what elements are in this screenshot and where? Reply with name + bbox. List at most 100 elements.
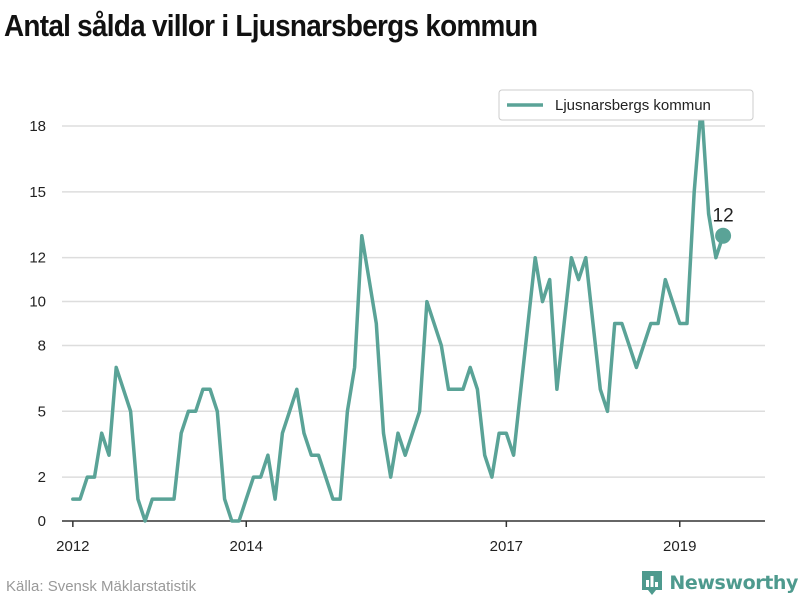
data-point — [476, 388, 479, 391]
data-point — [78, 497, 81, 500]
y-tick-label: 15 — [29, 184, 46, 201]
y-tick-label: 8 — [38, 337, 46, 354]
data-point — [367, 278, 370, 281]
data-point — [635, 366, 638, 369]
data-point — [714, 256, 717, 259]
source-note: Källa: Svensk Mäklarstatistik — [6, 578, 197, 595]
data-point — [656, 322, 659, 325]
data-point — [237, 519, 240, 522]
data-point — [360, 234, 363, 237]
data-point — [396, 432, 399, 435]
data-point — [223, 497, 226, 500]
data-point — [201, 388, 204, 391]
brand-name: Newsworthy — [669, 572, 798, 594]
data-point — [295, 388, 298, 391]
data-point — [440, 344, 443, 347]
data-point — [584, 256, 587, 259]
data-point — [483, 454, 486, 457]
data-point — [563, 322, 566, 325]
data-point — [685, 322, 688, 325]
data-point — [230, 519, 233, 522]
legend: Ljusnarsbergs kommun — [498, 89, 754, 121]
data-point — [122, 388, 125, 391]
data-point — [591, 322, 594, 325]
data-point — [599, 388, 602, 391]
newsworthy-logo-icon — [642, 571, 663, 595]
data-point — [194, 410, 197, 413]
data-point — [310, 454, 313, 457]
series-line — [71, 102, 725, 523]
data-point — [187, 410, 190, 413]
data-point — [432, 322, 435, 325]
data-point — [151, 497, 154, 500]
y-tick-label: 18 — [29, 118, 46, 135]
data-point — [382, 432, 385, 435]
data-point — [346, 410, 349, 413]
data-point — [469, 366, 472, 369]
data-point — [678, 322, 681, 325]
data-point — [216, 410, 219, 413]
data-point — [707, 212, 710, 215]
x-tick-label: 2019 — [663, 538, 696, 555]
y-tick-label: 12 — [29, 250, 46, 267]
data-point — [693, 190, 696, 193]
data-point — [100, 432, 103, 435]
data-point — [671, 300, 674, 303]
data-point — [606, 410, 609, 413]
data-point — [664, 278, 667, 281]
data-point — [129, 410, 132, 413]
data-point — [107, 454, 110, 457]
legend-label: Ljusnarsbergs kommun — [555, 97, 711, 114]
data-point — [165, 497, 168, 500]
data-point — [570, 256, 573, 259]
data-point — [93, 476, 96, 479]
x-tick-label: 2017 — [490, 538, 523, 555]
data-point — [454, 388, 457, 391]
data-point — [418, 410, 421, 413]
data-point — [577, 278, 580, 281]
data-point — [389, 476, 392, 479]
data-point — [375, 322, 378, 325]
data-point — [512, 454, 515, 457]
data-point — [274, 497, 277, 500]
data-point — [613, 322, 616, 325]
x-tick-label: 2012 — [56, 538, 89, 555]
data-point — [245, 497, 248, 500]
data-points — [71, 102, 724, 522]
data-point — [411, 432, 414, 435]
data-point — [628, 344, 631, 347]
data-point — [302, 432, 305, 435]
data-point — [642, 344, 645, 347]
legend-box — [498, 89, 754, 121]
data-point — [71, 497, 74, 500]
data-point — [620, 322, 623, 325]
x-tick-label: 2014 — [230, 538, 263, 555]
data-point — [498, 432, 501, 435]
data-point — [353, 366, 356, 369]
data-point — [534, 256, 537, 259]
data-point — [317, 454, 320, 457]
data-point — [339, 497, 342, 500]
data-point — [404, 454, 407, 457]
y-tick-label: 0 — [38, 513, 46, 530]
data-point — [526, 322, 529, 325]
data-point — [519, 388, 522, 391]
last-value-marker — [715, 227, 732, 244]
data-point — [447, 388, 450, 391]
y-tick-label: 10 — [29, 294, 46, 311]
chart-title: Antal sålda villor i Ljusnarsbergs kommu… — [4, 8, 538, 43]
data-point — [288, 410, 291, 413]
data-point — [180, 432, 183, 435]
y-tick-label: 2 — [38, 469, 46, 486]
data-point — [252, 476, 255, 479]
data-point — [555, 388, 558, 391]
data-point — [649, 322, 652, 325]
data-point — [115, 366, 118, 369]
data-point — [259, 476, 262, 479]
data-point — [209, 388, 212, 391]
data-point — [266, 454, 269, 457]
data-point — [548, 278, 551, 281]
data-point — [505, 432, 508, 435]
y-tick-label: 5 — [38, 403, 46, 420]
